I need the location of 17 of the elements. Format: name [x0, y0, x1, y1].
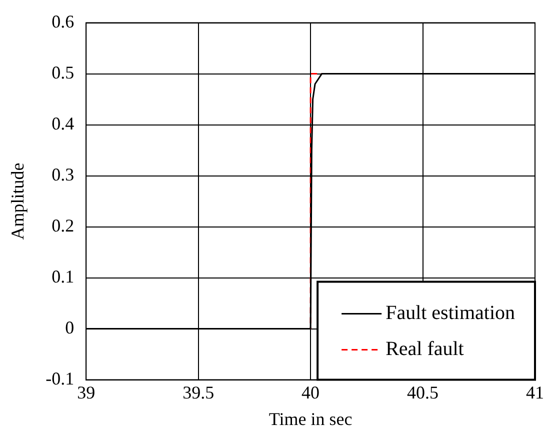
x-axis-title: Time in sec [268, 408, 352, 429]
x-tick-label: 39 [77, 382, 96, 402]
y-tick-label: 0.4 [52, 114, 74, 134]
x-tick-label: 40.5 [407, 382, 439, 402]
legend-label: Real fault [386, 338, 464, 360]
x-tick-label: 40 [302, 382, 320, 402]
y-tick-label: 0.5 [52, 62, 74, 83]
y-tick-label: 0.1 [52, 266, 74, 287]
y-tick-label: 0.2 [52, 216, 74, 236]
x-tick-label: 41 [526, 382, 544, 402]
y-tick-label: 0.6 [52, 12, 74, 32]
y-tick-label: 0.3 [52, 164, 74, 185]
y-tick-label: 0 [65, 318, 74, 338]
x-tick-label: 39.5 [182, 382, 214, 402]
legend-label: Fault estimation [386, 302, 516, 324]
y-axis-title: Amplitude [8, 162, 28, 240]
y-tick-label: -0.1 [46, 368, 74, 389]
